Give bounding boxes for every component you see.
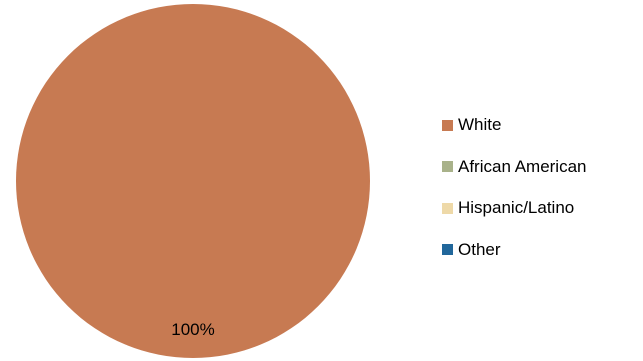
legend-swatch-hispanic-latino bbox=[442, 202, 453, 214]
legend-label-hispanic-latino: Hispanic/Latino bbox=[458, 198, 575, 217]
legend-swatch-african-american bbox=[442, 161, 453, 172]
legend-item-hispanic-latino: Hispanic/Latino bbox=[442, 197, 587, 219]
legend-swatch-white bbox=[442, 119, 453, 131]
chart-legend: White African American Hispanic/Latino Othe… bbox=[442, 114, 587, 261]
slice-label-white: 100% bbox=[171, 320, 214, 339]
legend-swatch-other bbox=[442, 244, 453, 255]
legend-item-african-american: African American bbox=[442, 156, 587, 178]
legend-label-african-american: African American bbox=[458, 156, 587, 176]
pie-slices bbox=[16, 4, 370, 358]
legend-item-white: White bbox=[442, 114, 587, 136]
legend-label-other: Other bbox=[458, 239, 501, 259]
pie-slice-white bbox=[16, 4, 370, 358]
legend-label-white: White bbox=[458, 115, 502, 134]
slice-labels: 100% bbox=[171, 320, 214, 339]
legend-item-other: Other bbox=[442, 239, 587, 261]
